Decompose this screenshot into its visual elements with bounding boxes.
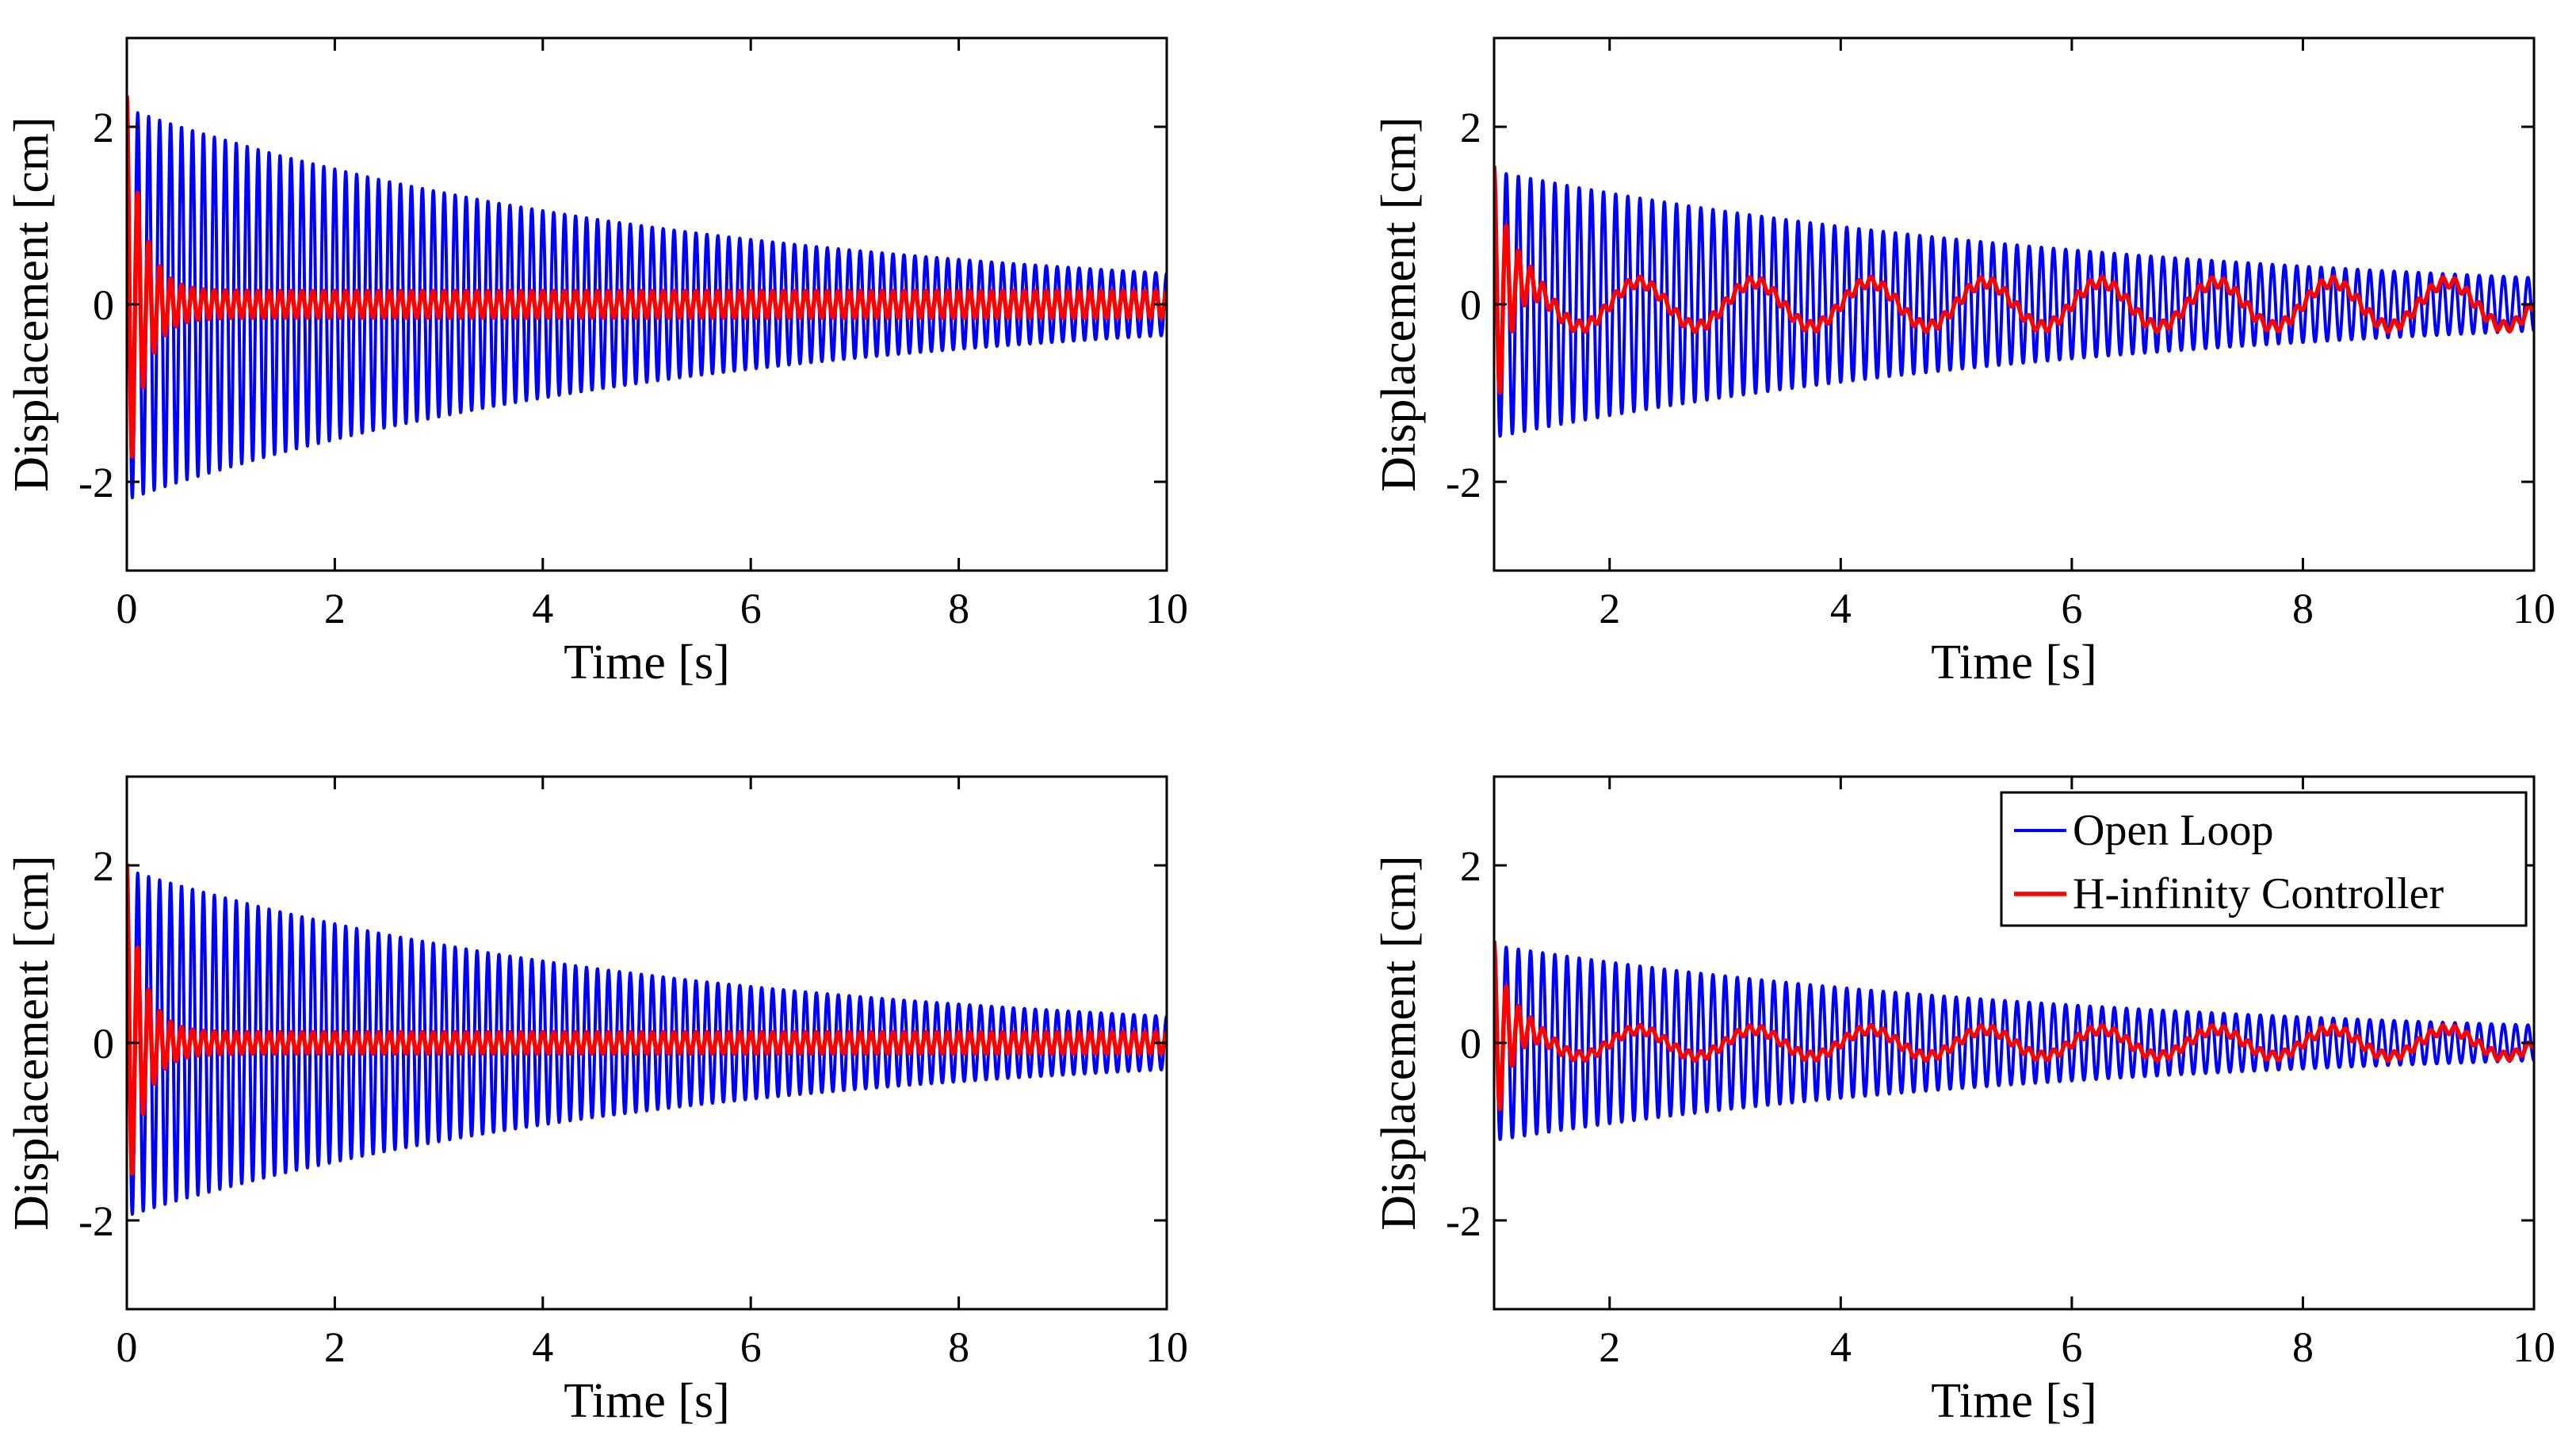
y-tick-label: 0	[1460, 281, 1481, 329]
series-line-open-loop	[127, 109, 1167, 500]
x-tick-label: 6	[2061, 1323, 2082, 1371]
y-tick-label: 0	[93, 281, 114, 329]
x-tick-label: 4	[532, 1323, 553, 1371]
legend-label-h-infinity-controller: H-infinity Controller	[2073, 869, 2444, 918]
x-tick-label: 10	[2513, 585, 2555, 632]
x-tick-label: 2	[1599, 585, 1620, 632]
y-axis-label: Displacement [cm]	[1372, 116, 1426, 491]
y-tick-label: 0	[1460, 1020, 1481, 1067]
x-axis-label: Time [s]	[1931, 636, 2097, 689]
y-tick-label: 2	[1460, 104, 1481, 151]
y-tick-label: 2	[93, 104, 114, 151]
x-tick-label: 4	[1830, 585, 1852, 632]
y-axis-label: Displacement [cm]	[1372, 855, 1426, 1230]
chart-panel-bottom-left: 0 2 4 6 8 10 -2 0 2 Time [s] Displacement [cm]	[5, 775, 1188, 1428]
legend-box	[2000, 791, 2528, 927]
x-tick-label: 10	[1145, 585, 1188, 632]
x-tick-label: 10	[2513, 1323, 2555, 1371]
y-tick-label: 0	[93, 1020, 114, 1067]
x-tick-label: 2	[324, 1323, 346, 1371]
y-tick-label: -2	[1446, 1197, 1481, 1245]
y-tick-label: 2	[93, 842, 114, 890]
x-tick-label: 6	[740, 1323, 762, 1371]
chart-panel-bottom-right: 2 4 6 8 10 -2 0 2 Time [s] Displacement [cm] Open …	[1372, 775, 2555, 1428]
legend-label-open-loop: Open Loop	[2073, 806, 2274, 855]
series-line-h-infinity-controller	[127, 863, 1167, 1176]
x-tick-label: 0	[117, 1323, 138, 1371]
x-tick-label: 10	[1145, 1323, 1188, 1371]
y-tick-label: -2	[78, 1197, 114, 1245]
x-tick-label: 8	[2292, 585, 2314, 632]
x-tick-label: 0	[117, 585, 138, 632]
y-tick-label: 2	[1460, 842, 1481, 890]
series-line-h-infinity-controller	[1494, 940, 2534, 1111]
x-axis-label: Time [s]	[1931, 1374, 2097, 1428]
x-tick-label: 4	[1830, 1323, 1852, 1371]
x-axis-label: Time [s]	[564, 1374, 730, 1428]
y-axis-label: Displacement [cm]	[5, 855, 59, 1230]
legend: Open Loop H-infinity Controller	[2000, 791, 2528, 927]
y-axis-label: Displacement [cm]	[5, 116, 59, 491]
x-axis-label: Time [s]	[564, 636, 730, 689]
x-tick-label: 2	[324, 585, 346, 632]
x-tick-label: 6	[2061, 585, 2082, 632]
y-tick-label: -2	[1446, 459, 1481, 506]
x-tick-label: 6	[740, 585, 762, 632]
x-tick-label: 2	[1599, 1323, 1620, 1371]
chart-panel-top-right: 2 4 6 8 10 -2 0 2 Time [s] Displacement [cm]	[1372, 36, 2555, 689]
x-tick-label: 4	[532, 585, 553, 632]
x-tick-label: 8	[948, 1323, 969, 1371]
series-line-open-loop	[127, 869, 1167, 1216]
y-tick-label: -2	[78, 459, 114, 506]
series-line-h-infinity-controller	[1494, 166, 2534, 395]
x-tick-label: 8	[2292, 1323, 2314, 1371]
series-line-h-infinity-controller	[127, 95, 1167, 459]
chart-panel-top-left: 0 2 4 6 8 10 -2 0 2 Time [s] Displacement [cm]	[5, 36, 1188, 689]
x-tick-label: 8	[948, 585, 969, 632]
